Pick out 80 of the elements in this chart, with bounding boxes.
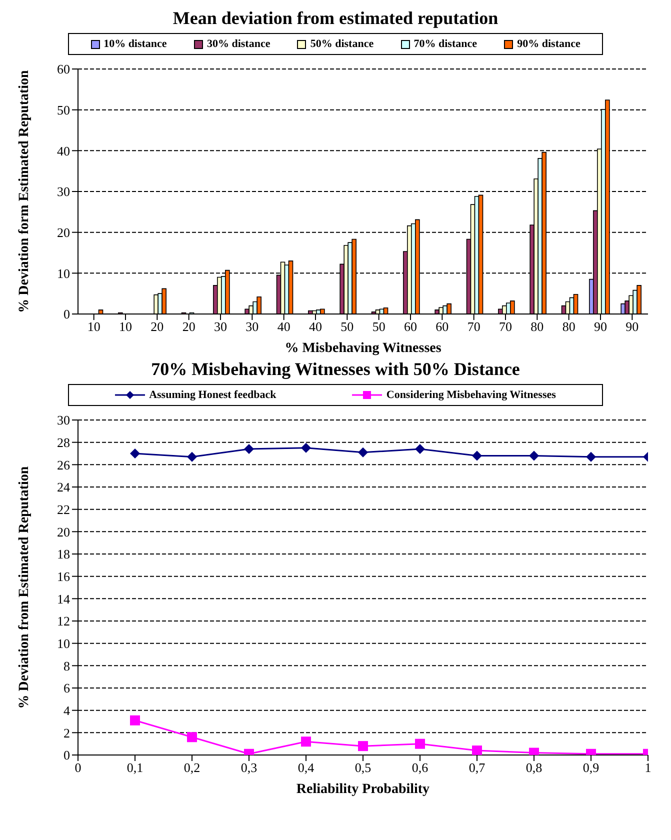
chart-title: Mean deviation from estimated reputation — [172, 8, 500, 29]
x-tick-label: 70 — [467, 319, 480, 334]
y-axis-title: % Deviation form Estimated Reputation — [16, 70, 32, 313]
x-tick-label: 0,3 — [240, 760, 258, 776]
point — [130, 448, 140, 458]
x-tick-label: 1 — [644, 760, 652, 776]
y-tick-label: 18 — [57, 546, 70, 562]
x-tick-label: 50 — [372, 319, 386, 334]
legend-label: Assuming Honest feedback — [149, 389, 276, 401]
x-tick-label: 80 — [562, 319, 576, 334]
x-tick-label: 0,5 — [354, 760, 372, 776]
x-tick-label: 0 — [74, 760, 82, 776]
x-tick-label: 0,4 — [298, 760, 315, 776]
x-tick-label: 0,9 — [582, 760, 600, 776]
y-tick-label: 8 — [64, 658, 70, 674]
y-tick-label: 40 — [57, 143, 70, 158]
x-tick-label: 10 — [87, 319, 100, 334]
y-tick-label: 0 — [64, 748, 70, 763]
y-tick-label: 22 — [57, 502, 70, 517]
x-tick-label: 0,7 — [468, 760, 486, 776]
x-tick-label: 60 — [404, 319, 417, 334]
legend-label: 50% distance — [310, 38, 374, 50]
y-tick-label: 26 — [57, 457, 70, 472]
y-tick-label: 16 — [57, 568, 70, 584]
y-tick-label: 20 — [57, 524, 70, 540]
point — [415, 738, 425, 749]
point — [358, 741, 368, 752]
x-tick-label: 40 — [309, 319, 322, 334]
point — [244, 444, 254, 454]
point — [301, 736, 311, 747]
x-tick-label: 20 — [150, 319, 164, 334]
point — [130, 715, 140, 726]
y-tick-label: 0 — [64, 306, 70, 322]
x-tick-label: 20 — [182, 319, 196, 334]
legend-label: 10% distance — [104, 38, 167, 50]
y-tick-label: 28 — [57, 434, 70, 450]
y-tick-label: 2 — [64, 725, 70, 740]
x-tick-label: 0,8 — [526, 760, 542, 776]
y-tick-label: 30 — [57, 184, 70, 200]
point — [586, 452, 596, 462]
y-tick-label: 12 — [57, 614, 70, 629]
point — [358, 447, 368, 458]
x-tick-label: 30 — [246, 319, 259, 334]
x-tick-label: 70 — [499, 319, 512, 334]
x-tick-label: 40 — [277, 319, 290, 334]
point — [529, 450, 539, 461]
point — [472, 450, 482, 461]
y-tick-label: 10 — [57, 266, 70, 281]
x-tick-label: 0,1 — [126, 760, 144, 776]
point — [301, 442, 311, 453]
y-tick-label: 24 — [57, 480, 70, 495]
x-tick-label: 90 — [626, 319, 639, 334]
y-tick-label: 20 — [57, 224, 70, 240]
legend-label: Considering Misbehaving Witnesses — [386, 389, 556, 401]
y-tick-label: 10 — [57, 636, 70, 651]
point — [187, 452, 197, 462]
chart-title: 70% Misbehaving Witnesses with 50% Distance — [150, 359, 521, 380]
y-tick-label: 4 — [64, 702, 70, 718]
y-tick-label: 30 — [57, 412, 70, 428]
y-axis-title: % Deviation from Estimated Reputation — [16, 466, 32, 709]
x-tick-label: 50 — [340, 319, 354, 334]
x-tick-label: 30 — [214, 319, 227, 334]
y-tick-label: 14 — [57, 591, 70, 606]
x-tick-label: 90 — [594, 319, 607, 334]
y-tick-label: 60 — [57, 62, 70, 77]
legend-label: 30% distance — [206, 38, 270, 50]
point — [415, 444, 425, 454]
y-tick-label: 6 — [64, 680, 70, 696]
x-tick-label: 80 — [530, 319, 544, 334]
x-tick-label: 60 — [436, 319, 449, 334]
point — [187, 732, 197, 742]
x-tick-label: 0,6 — [412, 760, 429, 776]
legend-label: 90% distance — [517, 38, 580, 50]
y-tick-label: 50 — [57, 102, 70, 118]
x-axis-title: % Misbehaving Witnesses — [284, 341, 442, 356]
x-tick-label: 0,2 — [184, 760, 200, 776]
legend-label: 70% distance — [414, 38, 477, 50]
point — [472, 746, 482, 755]
x-axis-title: Reliability Probability — [296, 782, 430, 797]
x-tick-label: 10 — [119, 319, 132, 334]
